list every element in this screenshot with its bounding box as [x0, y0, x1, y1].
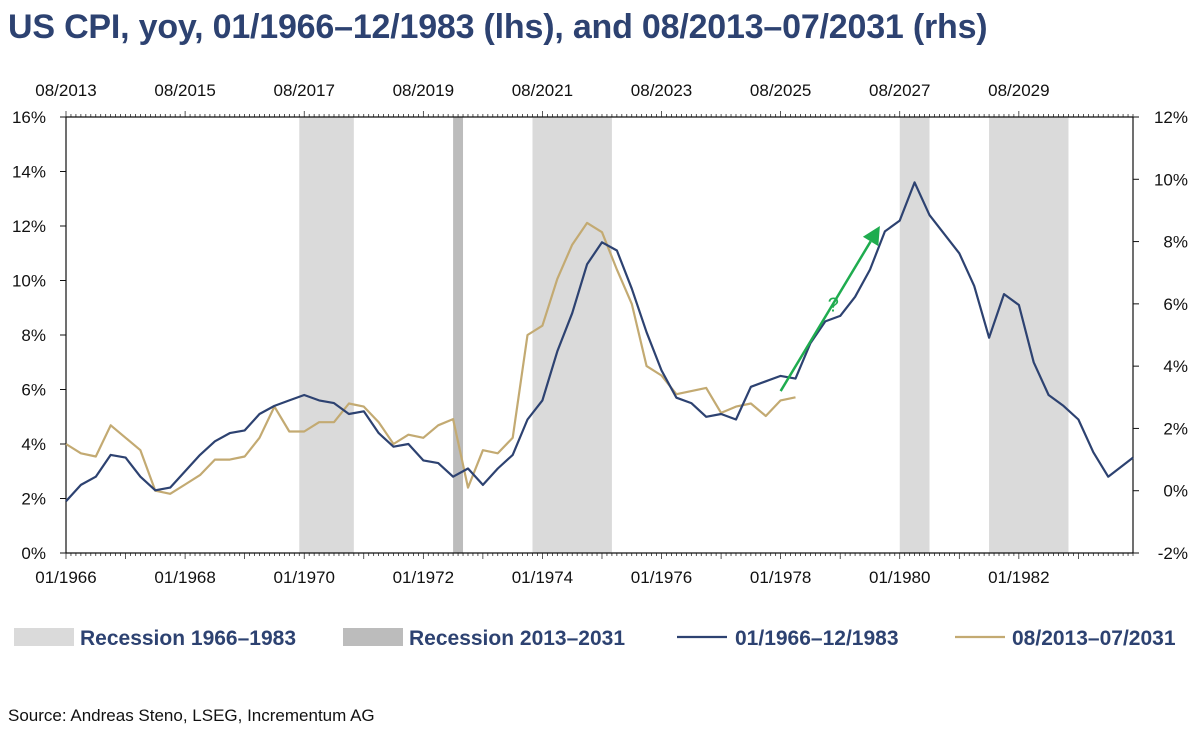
x-top-tick-label: 08/2013 [35, 81, 96, 100]
legend-label: 08/2013–07/2031 [1012, 627, 1176, 650]
y-left-tick-label: 14% [12, 163, 46, 182]
y-right-tick-label: 8% [1163, 233, 1188, 252]
y-left-tick-label: 6% [21, 381, 46, 400]
legend-label: Recession 2013–2031 [409, 627, 625, 650]
x-top-tick-label: 08/2017 [273, 81, 334, 100]
source-note: Source: Andreas Steno, LSEG, Incrementum… [8, 706, 375, 725]
series-line-2013-2031 [65, 221, 796, 495]
y-left-tick-label: 4% [21, 435, 46, 454]
x-bottom-tick-label: 01/1982 [988, 568, 1049, 587]
y-left-tick-label: 2% [21, 490, 46, 509]
y-left-tick-label: 0% [21, 544, 46, 563]
legend-swatch-band [343, 628, 403, 646]
recession-band-1966 [299, 117, 354, 553]
x-bottom-tick-label: 01/1978 [750, 568, 811, 587]
x-top-tick-label: 08/2027 [869, 81, 930, 100]
y-left-tick-label: 12% [12, 217, 46, 236]
recession-band-2013 [453, 117, 464, 553]
recession-band-1966 [899, 117, 930, 553]
x-top-tick-label: 08/2029 [988, 81, 1049, 100]
y-right-tick-label: 0% [1163, 482, 1188, 501]
legend-label: Recession 1966–1983 [80, 627, 296, 650]
annotation-question-mark: ? [828, 295, 839, 317]
y-right-tick-label: 4% [1163, 357, 1188, 376]
x-top-tick-label: 08/2015 [154, 81, 215, 100]
recession-band-1966 [532, 117, 612, 553]
recession-band-1966 [989, 117, 1069, 553]
y-left-tick-label: 10% [12, 272, 46, 291]
x-bottom-tick-label: 01/1966 [35, 568, 96, 587]
x-top-tick-label: 08/2019 [393, 81, 454, 100]
legend-swatch-band [14, 628, 74, 646]
x-bottom-tick-label: 01/1972 [393, 568, 454, 587]
y-left-tick-label: 16% [12, 108, 46, 127]
x-bottom-tick-label: 01/1968 [154, 568, 215, 587]
series-line-1966-1983 [65, 181, 1134, 502]
y-right-tick-label: -2% [1158, 544, 1188, 563]
legend-label: 01/1966–12/1983 [735, 627, 899, 650]
y-right-tick-label: 10% [1154, 170, 1188, 189]
annotations: ? [779, 226, 880, 392]
chart-axes [60, 111, 1139, 559]
x-top-tick-label: 08/2025 [750, 81, 811, 100]
x-bottom-tick-label: 01/1974 [512, 568, 573, 587]
annotation-arrow-shaft [779, 240, 872, 392]
x-bottom-tick-label: 01/1980 [869, 568, 930, 587]
y-right-tick-label: 6% [1163, 295, 1188, 314]
recession-bands [299, 117, 1069, 553]
chart-title: US CPI, yoy, 01/1966–12/1983 (lhs), and … [8, 8, 988, 46]
series-lines [65, 181, 1134, 502]
x-bottom-tick-label: 01/1970 [273, 568, 334, 587]
annotation-arrow-head [862, 226, 880, 247]
cpi-chart: 0% 2% 4% 6% 8% 10% 12% 14% 16% -2% 0% 2% 4% 6% 8% 10% 12… [12, 81, 1188, 650]
x-top-tick-label: 08/2021 [512, 81, 573, 100]
x-top-tick-label: 08/2023 [631, 81, 692, 100]
y-left-tick-label: 8% [21, 326, 46, 345]
legend: Recession 1966–1983 Recession 2013–2031 01… [14, 627, 1176, 650]
tick-labels: 0% 2% 4% 6% 8% 10% 12% 14% 16% -2% 0% 2% 4% 6% 8% 10% 12… [12, 81, 1188, 587]
y-right-tick-label: 12% [1154, 108, 1188, 127]
x-bottom-tick-label: 01/1976 [631, 568, 692, 587]
y-right-tick-label: 2% [1163, 419, 1188, 438]
